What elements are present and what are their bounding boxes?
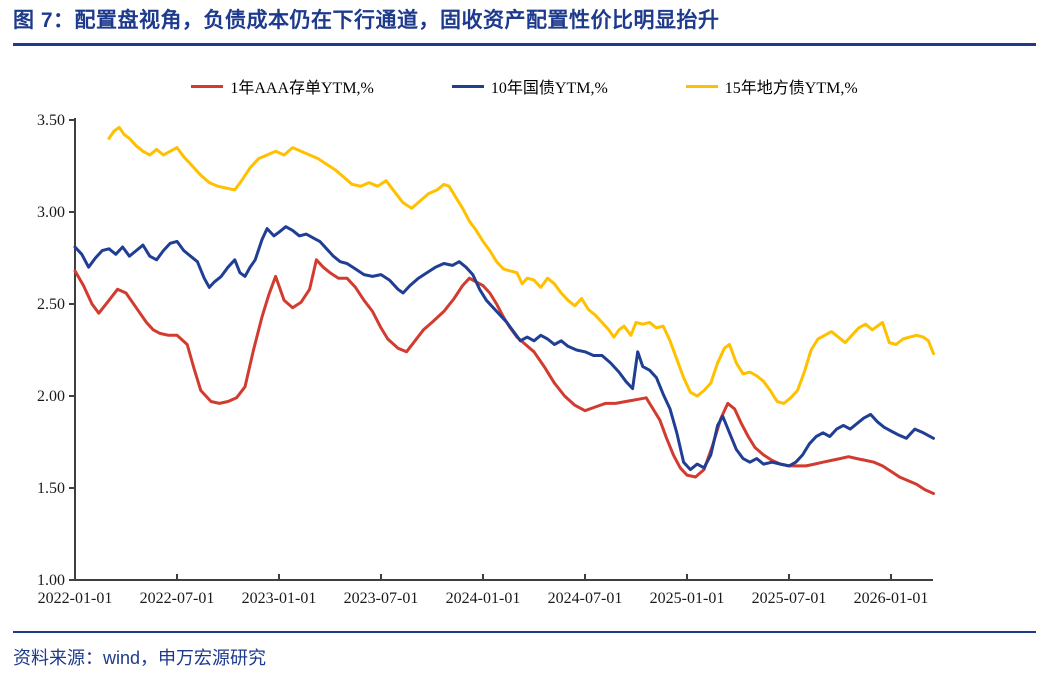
- y-tick-label: 1.00: [37, 572, 65, 589]
- x-tick-label: 2023-07-01: [344, 590, 419, 607]
- legend-line-blue-icon: [451, 84, 484, 88]
- x-tick-label: 2025-01-01: [650, 590, 725, 607]
- legend-item-yellow: 15年地方债YTM,%: [685, 74, 858, 98]
- y-tick-label: 1.50: [37, 480, 65, 497]
- x-tick-label: 2023-01-01: [242, 590, 317, 607]
- y-tick-label: 2.50: [37, 296, 65, 313]
- legend-item-red: 1年AAA存单YTM,%: [191, 74, 374, 98]
- x-tick-label: 2024-07-01: [548, 590, 623, 607]
- legend-line-red-icon: [191, 84, 224, 88]
- figure-title: 图 7：配置盘视角，负债成本仍在下行通道，固收资产配置性价比明显抬升: [13, 9, 720, 32]
- legend-line-yellow-icon: [685, 84, 718, 88]
- figure-title-bar: 图 7：配置盘视角，负债成本仍在下行通道，固收资产配置性价比明显抬升: [13, 8, 1036, 46]
- y-tick-label: 2.00: [37, 388, 65, 405]
- y-tick-label: 3.00: [37, 204, 65, 221]
- y-tick-label: 3.50: [37, 112, 65, 129]
- x-tick-label: 2025-07-01: [752, 590, 827, 607]
- legend-label-red: 1年AAA存单YTM,%: [230, 80, 374, 97]
- footer-divider: [13, 631, 1036, 633]
- series-line-2: [107, 125, 935, 405]
- legend-label-yellow: 15年地方债YTM,%: [724, 80, 858, 97]
- x-tick-label: 2022-01-01: [38, 590, 113, 607]
- source-note: 资料来源：wind，申万宏源研究: [13, 648, 267, 668]
- x-tick-label: 2024-01-01: [446, 590, 521, 607]
- chart-legend: 1年AAA存单YTM,% 10年国债YTM,% 15年地方债YTM,%: [0, 74, 1049, 98]
- series-line-0: [73, 258, 935, 495]
- x-tick-label: 2022-07-01: [140, 590, 215, 607]
- series-line-1: [73, 225, 935, 472]
- x-tick-label: 2026-01-01: [854, 590, 929, 607]
- legend-label-blue: 10年国债YTM,%: [490, 80, 608, 97]
- legend-item-blue: 10年国债YTM,%: [451, 74, 608, 98]
